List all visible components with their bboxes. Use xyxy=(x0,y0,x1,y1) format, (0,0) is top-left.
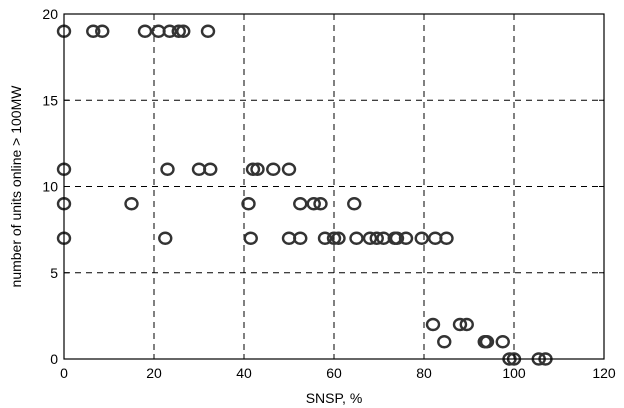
data-point xyxy=(241,197,256,211)
data-point xyxy=(362,231,378,245)
data-point xyxy=(86,24,101,38)
x-tick-label: 60 xyxy=(326,365,342,381)
data-point xyxy=(124,197,139,211)
data-point xyxy=(317,231,333,245)
y-tick-label: 5 xyxy=(50,265,58,281)
data-point xyxy=(95,24,110,38)
data-point xyxy=(349,231,364,245)
data-point xyxy=(495,335,510,349)
x-axis-ticks: 0 20 40 60 80 100 120 xyxy=(60,14,616,381)
x-axis-label: SNSP, % xyxy=(306,390,363,406)
data-point xyxy=(266,162,281,176)
y-tick-label: 0 xyxy=(50,351,58,367)
x-tick-label: 80 xyxy=(416,365,432,381)
x-tick-label: 0 xyxy=(60,365,68,381)
data-point xyxy=(160,162,175,176)
y-axis-label: number of units online > 100MW xyxy=(8,85,24,288)
data-points xyxy=(56,24,553,366)
grid-lines xyxy=(64,14,604,359)
x-tick-label: 120 xyxy=(592,365,616,381)
x-tick-label: 20 xyxy=(146,365,162,381)
x-tick-label: 40 xyxy=(236,365,252,381)
data-point xyxy=(389,231,405,245)
data-point xyxy=(414,231,429,245)
data-point xyxy=(479,335,495,349)
y-tick-label: 15 xyxy=(42,92,58,108)
data-point xyxy=(452,317,468,332)
data-point xyxy=(398,231,414,245)
data-point xyxy=(306,197,321,211)
data-point xyxy=(459,317,474,332)
data-point xyxy=(250,162,265,176)
data-point xyxy=(313,197,328,211)
data-point xyxy=(326,231,342,245)
data-point xyxy=(203,162,218,176)
data-point xyxy=(171,24,186,38)
y-tick-label: 20 xyxy=(42,6,58,22)
data-point xyxy=(200,24,216,38)
x-tick-label: 100 xyxy=(502,365,526,381)
data-point xyxy=(437,335,452,349)
data-point xyxy=(162,24,177,38)
data-point xyxy=(331,231,346,245)
y-tick-label: 10 xyxy=(42,179,58,195)
data-point xyxy=(158,231,173,245)
data-point xyxy=(243,231,258,245)
data-point xyxy=(245,162,261,176)
data-point xyxy=(369,231,384,245)
data-point xyxy=(425,317,441,332)
y-axis-ticks: 0 5 10 15 20 xyxy=(42,6,604,367)
data-point xyxy=(176,24,191,38)
data-point xyxy=(293,197,308,211)
data-point xyxy=(281,162,297,176)
data-point xyxy=(137,24,153,38)
data-point xyxy=(439,231,454,245)
data-point xyxy=(347,197,362,211)
data-point xyxy=(293,231,308,245)
